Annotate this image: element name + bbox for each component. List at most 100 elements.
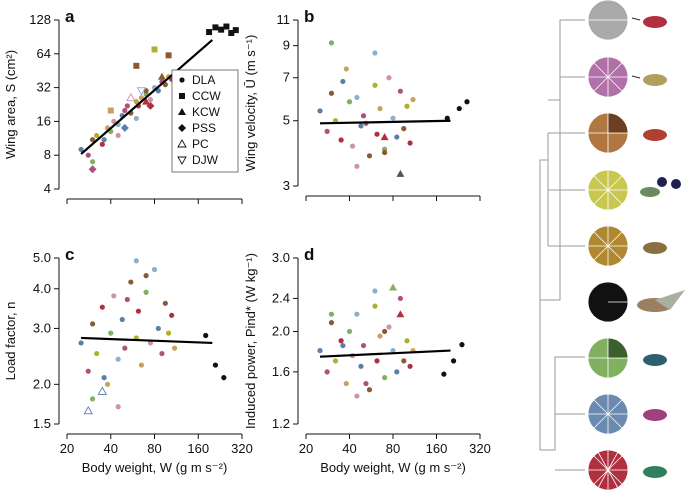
y-tick-label: 1.5 <box>33 416 51 431</box>
point <box>206 29 213 36</box>
point <box>165 330 172 336</box>
point <box>374 358 380 364</box>
point <box>108 330 114 336</box>
point <box>444 115 450 121</box>
point <box>78 146 84 153</box>
y-tick-label: 2.0 <box>33 376 51 391</box>
y-axis-label: Load factor, n <box>3 302 18 381</box>
point <box>126 92 136 102</box>
legend-marker <box>178 108 186 115</box>
panel-letter: c <box>65 245 74 264</box>
y-tick-label: 128 <box>29 12 51 27</box>
y-tick-label: 3.0 <box>272 250 290 265</box>
point <box>165 52 172 59</box>
x-tick-label: 80 <box>147 441 161 456</box>
x-tick-label: 160 <box>187 441 209 456</box>
point <box>78 340 84 346</box>
point <box>407 140 413 146</box>
point <box>372 82 378 88</box>
point <box>404 338 410 344</box>
point <box>138 362 144 368</box>
legend-marker <box>178 124 186 132</box>
point <box>162 300 168 306</box>
y-tick-label: 64 <box>37 46 51 61</box>
point <box>394 134 400 140</box>
point <box>111 118 117 124</box>
point <box>324 128 330 134</box>
point <box>135 308 142 314</box>
x-tick-label: 80 <box>386 441 400 456</box>
y-tick-label: 8 <box>44 147 51 162</box>
point <box>101 137 107 143</box>
fit-line <box>81 336 213 345</box>
fit-line <box>319 119 451 125</box>
point <box>317 108 323 114</box>
point <box>441 371 447 377</box>
point <box>124 103 130 109</box>
point <box>340 78 346 85</box>
point <box>358 363 364 369</box>
y-axis-label: Induced power, Pind* (W kg⁻¹) <box>243 253 258 429</box>
legend-label: PSS <box>192 121 216 135</box>
point <box>332 358 339 364</box>
point <box>363 380 369 387</box>
y-tick-label: 3 <box>283 178 290 193</box>
point <box>396 169 405 177</box>
point <box>382 149 388 156</box>
point <box>133 115 139 122</box>
point <box>83 405 94 415</box>
point <box>107 107 114 114</box>
point <box>97 386 108 395</box>
point <box>143 273 149 279</box>
point <box>397 295 403 302</box>
point <box>89 321 96 327</box>
point <box>349 143 356 149</box>
y-tick-label: 2.0 <box>272 323 290 338</box>
point <box>147 97 154 103</box>
legend-box <box>171 69 239 173</box>
point <box>115 132 121 139</box>
point <box>343 380 349 387</box>
point <box>390 115 396 121</box>
point <box>89 159 96 165</box>
point <box>104 381 111 387</box>
x-tick-label: 320 <box>231 441 253 456</box>
point <box>340 342 346 349</box>
point <box>372 288 378 294</box>
y-tick-label: 5 <box>283 113 290 128</box>
point <box>142 97 151 105</box>
point <box>377 105 383 112</box>
point <box>169 312 175 318</box>
y-tick-label: 1.2 <box>272 416 290 431</box>
point <box>328 320 335 326</box>
y-tick-label: 32 <box>37 80 51 95</box>
point <box>122 107 128 114</box>
point <box>88 165 97 174</box>
point <box>346 99 353 105</box>
point <box>232 27 239 34</box>
point <box>389 283 397 291</box>
legend-label: KCW <box>192 105 221 119</box>
point <box>119 316 125 323</box>
point <box>203 332 209 339</box>
point <box>328 311 335 317</box>
point <box>464 99 470 105</box>
point <box>328 90 335 96</box>
y-axis-label: Wing velocity, Ū (m s⁻¹) <box>243 35 258 172</box>
point <box>120 123 129 132</box>
point <box>372 50 378 56</box>
point <box>89 396 96 402</box>
panel-letter: a <box>65 7 75 26</box>
point <box>354 311 360 317</box>
y-tick-label: 3.0 <box>33 320 51 335</box>
point <box>354 163 360 169</box>
point <box>410 96 416 103</box>
point <box>366 387 373 393</box>
point <box>212 24 219 31</box>
legend-marker <box>179 77 185 83</box>
y-tick-label: 11 <box>277 12 291 27</box>
point <box>404 103 410 109</box>
y-tick-label: 7 <box>283 70 290 85</box>
point <box>407 363 413 369</box>
point <box>372 303 378 309</box>
